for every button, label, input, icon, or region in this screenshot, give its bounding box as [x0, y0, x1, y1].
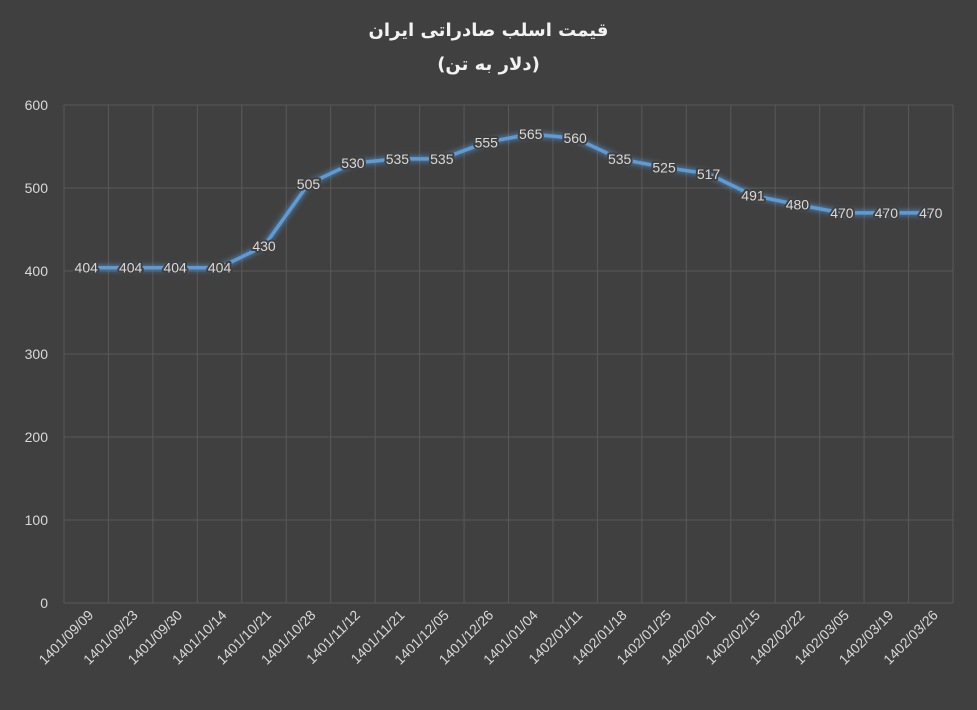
grid	[63, 104, 954, 604]
data-label-halo: 555	[475, 134, 499, 150]
data-label-halo: 470	[830, 205, 854, 221]
data-label: 470	[830, 205, 854, 221]
series-line-path	[84, 132, 933, 270]
data-label: 555	[475, 134, 499, 150]
y-tick-label: 300	[25, 346, 49, 362]
data-label: 470	[875, 205, 899, 221]
data-label: 470	[919, 205, 943, 221]
x-axis-ticks: 1401/09/091401/09/231401/09/301401/10/14…	[35, 607, 941, 668]
data-label: 535	[608, 151, 632, 167]
data-label-halo: 535	[608, 151, 632, 167]
y-axis-ticks: 0 100 200 300 400 500 600	[25, 97, 49, 611]
y-tick-label: 400	[25, 263, 49, 279]
y-tick-label: 500	[25, 180, 49, 196]
data-label-halo: 565	[519, 126, 543, 142]
data-label-halo: 525	[652, 159, 676, 175]
data-label: 430	[252, 238, 276, 254]
y-tick-label: 0	[40, 595, 48, 611]
data-label-halo: 404	[163, 260, 187, 276]
data-label-halo: 505	[297, 176, 321, 192]
data-label: 404	[119, 260, 143, 276]
data-label: 560	[563, 130, 587, 146]
data-label-halo: 530	[341, 155, 365, 171]
data-label-halo: 470	[875, 205, 899, 221]
chart-title: قیمت اسلب صادراتی ایران	[368, 20, 609, 41]
y-tick-label: 600	[25, 97, 49, 113]
data-label-halo: 404	[75, 260, 99, 276]
data-label: 525	[652, 159, 676, 175]
data-label-halo: 535	[430, 151, 454, 167]
data-label-halo: 470	[919, 205, 943, 221]
data-label: 505	[297, 176, 321, 192]
data-label-halo: 535	[386, 151, 410, 167]
data-label-halo: 404	[119, 260, 143, 276]
data-label: 491	[741, 187, 765, 203]
data-label: 404	[208, 260, 232, 276]
data-label-halo: 560	[563, 130, 587, 146]
data-label-halo: 517	[697, 166, 721, 182]
data-label: 535	[386, 151, 410, 167]
series-line	[84, 132, 933, 270]
data-label: 404	[75, 260, 99, 276]
chart-subtitle: (دلار به تن)	[437, 54, 540, 75]
y-tick-label: 100	[25, 512, 49, 528]
data-label: 530	[341, 155, 365, 171]
data-label: 517	[697, 166, 721, 182]
data-label-halo: 430	[252, 238, 276, 254]
data-label: 565	[519, 126, 543, 142]
data-label: 535	[430, 151, 454, 167]
y-tick-label: 200	[25, 429, 49, 445]
data-label: 480	[786, 197, 810, 213]
data-label-halo: 404	[208, 260, 232, 276]
data-label: 404	[163, 260, 187, 276]
data-label-halo: 491	[741, 187, 765, 203]
data-label-halo: 480	[786, 197, 810, 213]
